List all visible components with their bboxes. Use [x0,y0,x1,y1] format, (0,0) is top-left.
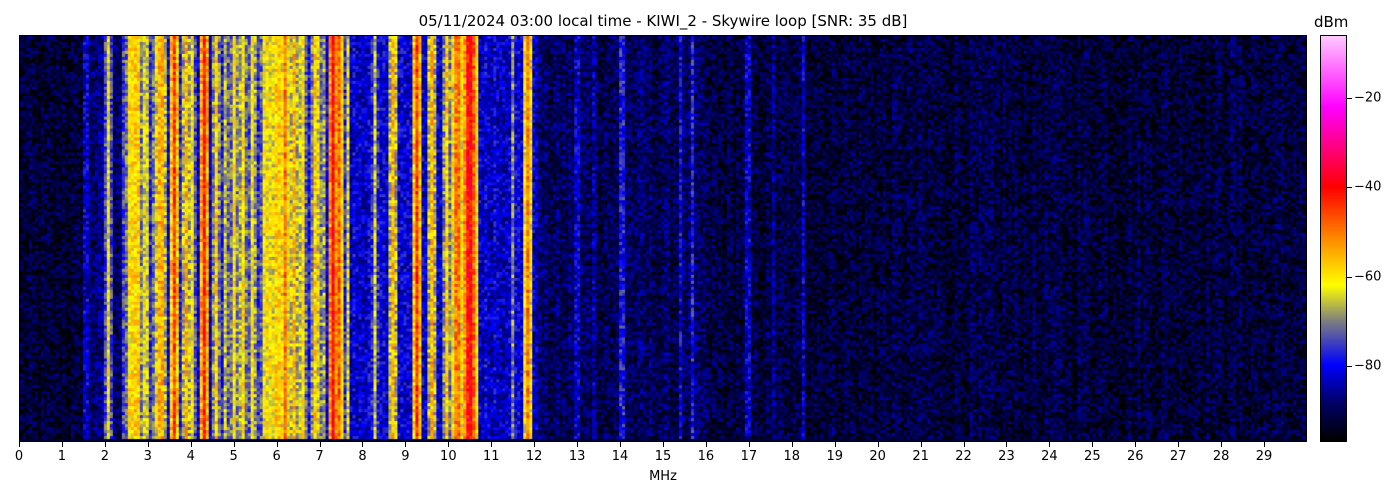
x-tick [1092,442,1094,447]
x-tick [663,442,664,447]
x-tick-label: 14 [611,449,629,464]
x-tick [405,442,407,447]
x-tick-label: 25 [1084,449,1101,464]
x-tick [1221,442,1223,447]
x-tick [190,442,192,447]
x-tick [705,442,707,447]
colorbar-tick [1347,187,1352,189]
x-tick-label: 23 [998,449,1015,464]
x-tick [834,442,836,447]
spectrogram-heatmap [20,36,1306,441]
x-tick [877,442,879,447]
x-tick-label: 27 [1169,449,1187,464]
x-axis-label: MHz [649,469,677,484]
x-tick-label: 2 [100,449,109,464]
x-tick [448,442,450,447]
x-tick [104,442,106,447]
x-tick [963,442,965,447]
x-tick [748,442,750,447]
x-tick-label: 24 [1041,449,1058,464]
x-tick-label: 6 [272,449,281,464]
x-tick-label: 28 [1212,449,1230,464]
x-tick [1006,442,1008,447]
x-tick-label: 12 [525,449,543,464]
x-tick-label: 3 [143,449,152,464]
colorbar-gradient [1321,36,1346,441]
x-tick-label: 17 [740,449,758,464]
x-tick [61,442,63,447]
spectrogram-plot-area [19,35,1307,442]
x-tick-label: 15 [654,449,672,464]
x-tick-label: 0 [14,449,24,464]
x-tick-label: 21 [912,449,929,464]
x-tick [491,442,493,447]
x-tick [1264,442,1266,447]
x-tick [19,442,20,447]
x-tick-label: 7 [315,449,324,464]
x-tick-label: 8 [358,449,367,464]
colorbar-tick [1347,365,1352,367]
x-tick [920,442,922,447]
x-tick-label: 22 [955,449,972,464]
x-tick-label: 13 [568,449,586,464]
x-tick [362,442,364,447]
x-tick-label: 18 [783,449,801,464]
x-tick [534,442,536,447]
x-tick-label: 5 [229,449,238,464]
colorbar-tick-label: −40 [1354,179,1382,195]
x-tick-label: 1 [57,449,67,464]
x-tick-label: 26 [1126,449,1144,464]
x-tick [319,442,321,447]
colorbar-tick [1347,97,1352,99]
x-tick [577,442,579,447]
colorbar-tick-label: −20 [1354,90,1382,106]
x-tick-label: 29 [1255,449,1273,464]
x-tick [1049,442,1051,447]
colorbar-tick-label: −80 [1354,358,1382,374]
x-tick-label: 20 [869,449,886,464]
x-tick [276,442,278,447]
x-tick-label: 4 [186,449,195,464]
x-tick-label: 19 [826,449,843,464]
colorbar [1320,35,1347,442]
x-tick-label: 10 [440,449,457,464]
x-tick [233,442,235,447]
colorbar-label: dBm [1314,13,1349,31]
colorbar-tick-label: −60 [1354,269,1382,285]
x-tick [791,442,793,447]
x-tick [620,442,622,447]
x-tick-label: 11 [482,449,500,464]
x-tick-label: 16 [697,449,715,464]
x-tick [147,442,149,447]
x-tick-label: 9 [401,449,410,464]
colorbar-tick [1347,276,1352,278]
x-tick [1135,442,1137,447]
x-tick [1178,442,1180,447]
chart-title: 05/11/2024 03:00 local time - KIWI_2 - S… [418,12,908,30]
